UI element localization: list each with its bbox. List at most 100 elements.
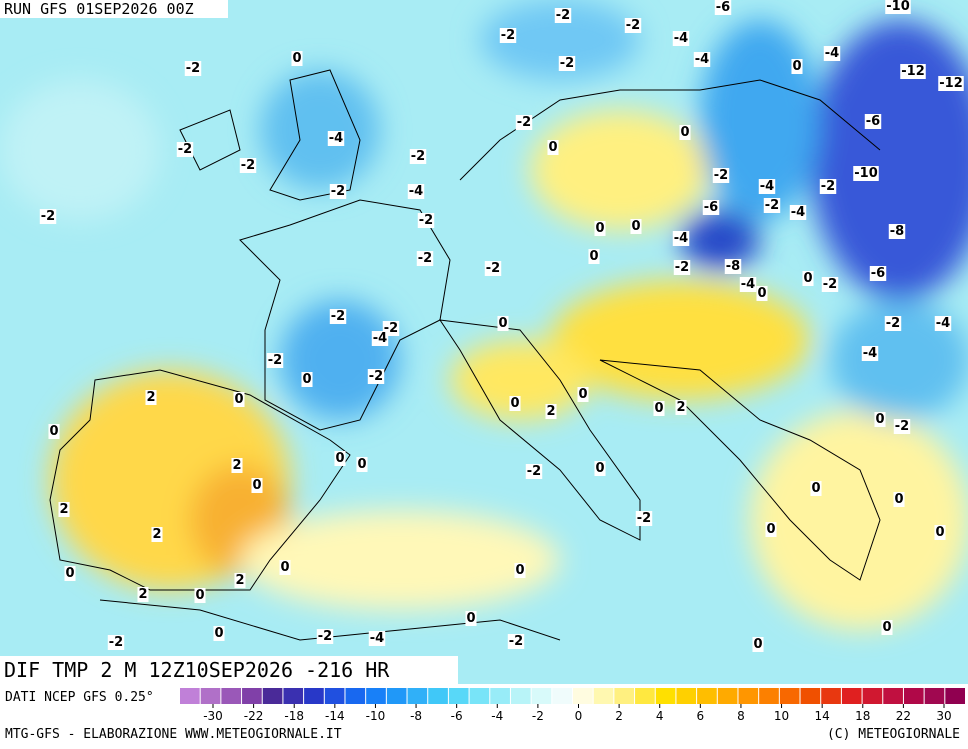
contour-label: -2 (765, 198, 779, 213)
color-swatch (324, 688, 345, 704)
label-box (714, 0, 732, 15)
contour-label: -4 (370, 631, 384, 646)
color-swatch (180, 688, 200, 704)
color-swatch (676, 688, 697, 704)
label-box (712, 168, 730, 183)
contour-label: -2 (186, 61, 200, 76)
contour-label: -2 (419, 213, 433, 228)
colorbar-tick-label: 0 (575, 709, 583, 723)
label-box (810, 481, 822, 496)
label-box (853, 166, 879, 181)
colorbar-tick-label: -8 (410, 709, 422, 723)
run-label: RUN GFS 01SEP2026 00Z (4, 0, 194, 18)
label-box (630, 219, 642, 234)
footer-left: MTG-GFS - ELABORAZIONE WWW.METEOGIORNALE… (5, 727, 342, 742)
label-box (934, 525, 946, 540)
label-box (151, 527, 163, 542)
label-box (327, 131, 345, 146)
contour-label: -6 (866, 114, 880, 129)
label-box (672, 31, 690, 46)
contour-label: 0 (757, 286, 766, 301)
label-box (934, 316, 952, 331)
label-box (653, 401, 665, 416)
label-box (509, 396, 521, 411)
label-box (635, 511, 653, 526)
label-box (594, 461, 606, 476)
contour-label: 2 (152, 527, 161, 542)
contour-label: -4 (674, 231, 688, 246)
color-swatch (428, 688, 448, 704)
label-box (821, 277, 839, 292)
colorbar-tick-label: -30 (203, 709, 223, 723)
color-swatch (366, 688, 386, 704)
color-swatch (821, 688, 841, 704)
colorbar-tick-label: 2 (615, 709, 623, 723)
color-swatch (345, 688, 366, 704)
contour-label: -2 (241, 158, 255, 173)
label-box (884, 316, 902, 331)
label-box (291, 51, 303, 66)
contour-label: -2 (509, 634, 523, 649)
label-box (507, 634, 525, 649)
contour-label: -2 (637, 511, 651, 526)
contour-label: 0 (357, 457, 366, 472)
contour-label: 2 (232, 458, 241, 473)
contour-label: -8 (890, 224, 904, 239)
colorbar-tick-label: 30 (936, 709, 951, 723)
label-box (802, 271, 814, 286)
contour-label: 0 (875, 412, 884, 427)
label-box (672, 231, 690, 246)
label-box (316, 629, 334, 644)
contour-label: 0 (234, 392, 243, 407)
color-swatch (697, 688, 717, 704)
color-swatch (469, 688, 490, 704)
color-swatch (262, 688, 283, 704)
colorbar-tick-label: -14 (325, 709, 345, 723)
contour-label: -2 (369, 369, 383, 384)
contour-label: -2 (714, 168, 728, 183)
color-swatch (924, 688, 945, 704)
label-box (869, 266, 887, 281)
contour-label: -2 (411, 149, 425, 164)
colorbar-tick-label: -10 (366, 709, 386, 723)
label-box (234, 573, 246, 588)
contour-labels: -2-2-6 -100-2-2-4-4 0-4-12-12-2-4-2-2-200-… (39, 0, 964, 652)
label-box (864, 114, 882, 129)
colorbar-tick-label: 8 (737, 709, 745, 723)
colorbar-tick-label: -6 (451, 709, 463, 723)
label-box (554, 8, 572, 23)
contour-label: 0 (335, 451, 344, 466)
label-box (233, 392, 245, 407)
colorbar-tick-label: 22 (896, 709, 911, 723)
contour-label: -2 (268, 353, 282, 368)
label-box (251, 478, 263, 493)
contour-label: 0 (766, 522, 775, 537)
label-box (213, 626, 225, 641)
color-swatch (655, 688, 676, 704)
contour-label: -4 (373, 331, 387, 346)
contour-label: -2 (331, 184, 345, 199)
label-box (407, 184, 425, 199)
contour-label: 0 (803, 271, 812, 286)
contour-label: 0 (510, 396, 519, 411)
colorbar-tick-label: 14 (815, 709, 830, 723)
contour-label: -2 (556, 8, 570, 23)
label-box (416, 251, 434, 266)
contour-label: -2 (501, 28, 515, 43)
label-box (367, 369, 385, 384)
contour-label: 0 (515, 563, 524, 578)
contour-label: -2 (318, 629, 332, 644)
label-box (279, 560, 291, 575)
contour-label: -4 (329, 131, 343, 146)
contour-label: 0 (753, 637, 762, 652)
label-box (176, 142, 194, 157)
contour-label: 2 (235, 573, 244, 588)
label-box (329, 184, 347, 199)
color-swatch (407, 688, 428, 704)
label-box (938, 76, 964, 91)
contour-label: -6 (716, 0, 730, 15)
label-box (756, 286, 768, 301)
contour-label: -2 (331, 309, 345, 324)
label-box (819, 179, 837, 194)
